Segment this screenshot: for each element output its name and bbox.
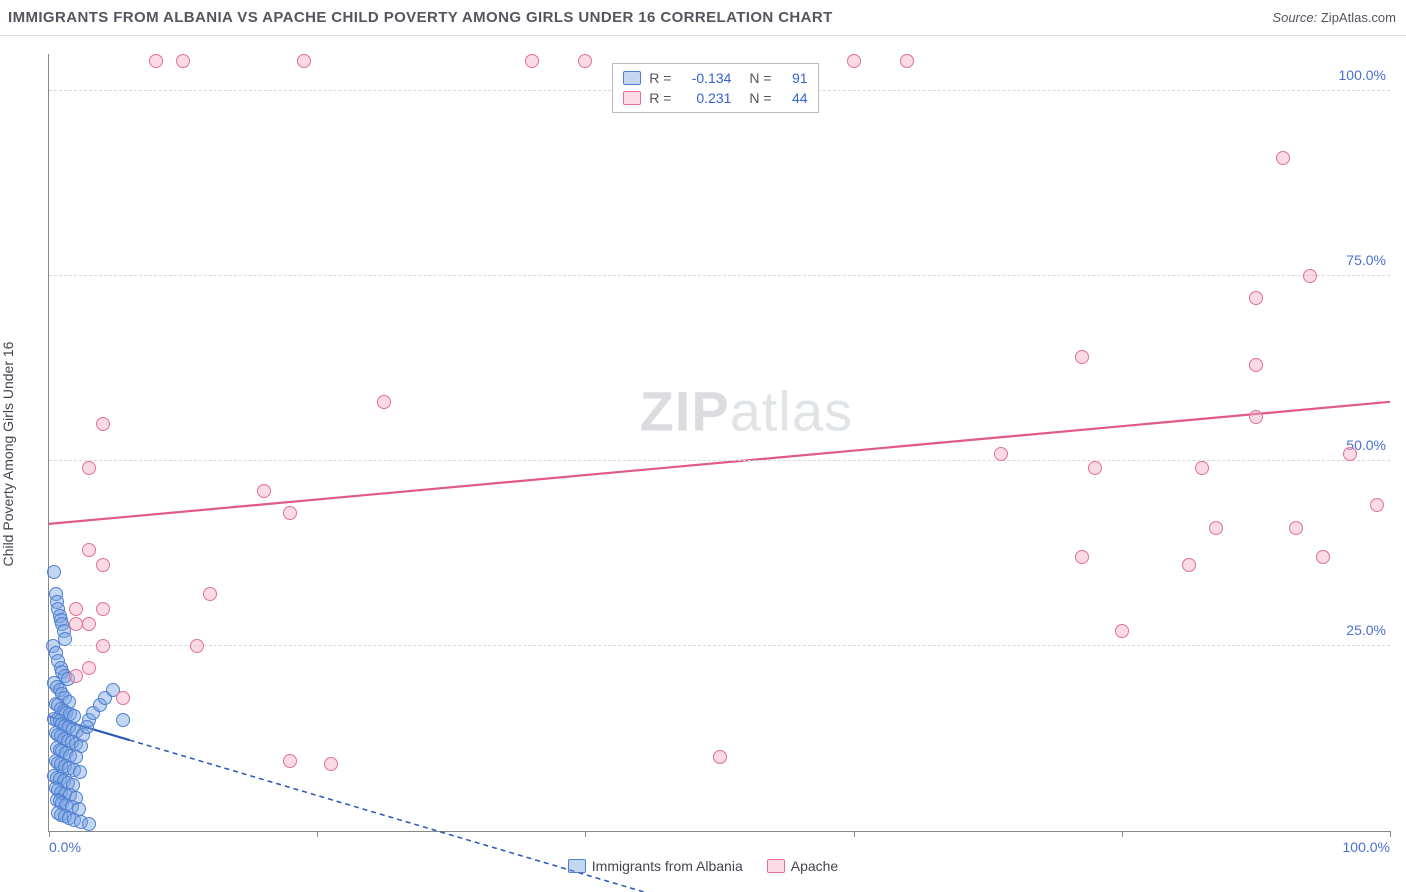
data-point-apache	[283, 506, 297, 520]
data-point-apache	[1289, 521, 1303, 535]
data-point-apache	[96, 602, 110, 616]
data-point-apache	[377, 395, 391, 409]
r-value: 0.231	[679, 90, 731, 106]
correlation-row-apache: R = 0.231 N = 44	[623, 88, 807, 108]
n-label: N =	[749, 70, 771, 86]
data-point-apache	[1088, 461, 1102, 475]
data-point-apache	[69, 617, 83, 631]
data-point-apache	[900, 54, 914, 68]
data-point-albania	[73, 765, 87, 779]
x-tick	[1390, 831, 1391, 837]
data-point-apache	[69, 669, 83, 683]
y-tick-label: 25.0%	[1346, 622, 1386, 638]
data-point-apache	[1316, 550, 1330, 564]
data-point-apache	[176, 54, 190, 68]
gridline	[49, 275, 1390, 276]
legend-bottom: Immigrants from Albania Apache	[0, 858, 1406, 874]
data-point-apache	[96, 639, 110, 653]
x-tick	[317, 831, 318, 837]
data-point-apache	[1195, 461, 1209, 475]
n-value: 91	[780, 70, 808, 86]
data-point-apache	[1115, 624, 1129, 638]
data-point-apache	[994, 447, 1008, 461]
data-point-apache	[1276, 151, 1290, 165]
data-point-apache	[525, 54, 539, 68]
data-point-apache	[1370, 498, 1384, 512]
y-axis-label: Child Poverty Among Girls Under 16	[0, 342, 16, 567]
swatch-apache	[767, 859, 785, 873]
source-attribution: Source: ZipAtlas.com	[1272, 10, 1396, 25]
data-point-apache	[713, 750, 727, 764]
gridline	[49, 460, 1390, 461]
r-label: R =	[649, 70, 671, 86]
legend-item-albania: Immigrants from Albania	[568, 858, 743, 874]
source-label: Source:	[1272, 10, 1317, 25]
data-point-apache	[1182, 558, 1196, 572]
data-point-apache	[283, 754, 297, 768]
x-tick	[585, 831, 586, 837]
data-point-apache	[1249, 410, 1263, 424]
legend-label: Immigrants from Albania	[592, 858, 743, 874]
legend-item-apache: Apache	[767, 858, 838, 874]
y-tick-label: 100.0%	[1339, 67, 1386, 83]
data-point-albania	[82, 817, 96, 831]
swatch-albania	[623, 71, 641, 85]
x-tick	[49, 831, 50, 837]
scatter-plot: 25.0%50.0%75.0%100.0%0.0%100.0%ZIPatlasR…	[48, 54, 1390, 832]
data-point-apache	[324, 757, 338, 771]
n-value: 44	[780, 90, 808, 106]
data-point-apache	[96, 417, 110, 431]
data-point-apache	[149, 54, 163, 68]
trend-lines-layer	[49, 54, 1390, 831]
x-tick-label: 0.0%	[49, 839, 81, 855]
data-point-apache	[1209, 521, 1223, 535]
data-point-apache	[82, 617, 96, 631]
data-point-apache	[82, 461, 96, 475]
data-point-apache	[1249, 358, 1263, 372]
gridline	[49, 645, 1390, 646]
data-point-albania	[116, 713, 130, 727]
data-point-apache	[190, 639, 204, 653]
chart-title: IMMIGRANTS FROM ALBANIA VS APACHE CHILD …	[8, 9, 833, 26]
x-tick-label: 100.0%	[1343, 839, 1390, 855]
data-point-apache	[82, 661, 96, 675]
data-point-albania	[58, 632, 72, 646]
swatch-albania	[568, 859, 586, 873]
chart-header: IMMIGRANTS FROM ALBANIA VS APACHE CHILD …	[0, 0, 1406, 36]
data-point-apache	[96, 558, 110, 572]
data-point-apache	[203, 587, 217, 601]
data-point-apache	[1075, 550, 1089, 564]
y-tick-label: 75.0%	[1346, 252, 1386, 268]
data-point-apache	[257, 484, 271, 498]
data-point-apache	[1343, 447, 1357, 461]
data-point-apache	[1075, 350, 1089, 364]
x-tick	[1122, 831, 1123, 837]
r-label: R =	[649, 90, 671, 106]
data-point-apache	[116, 691, 130, 705]
data-point-apache	[847, 54, 861, 68]
legend-label: Apache	[791, 858, 838, 874]
n-label: N =	[749, 90, 771, 106]
data-point-apache	[1249, 291, 1263, 305]
correlation-row-albania: R = -0.134 N = 91	[623, 68, 807, 88]
data-point-apache	[1303, 269, 1317, 283]
data-point-albania	[47, 565, 61, 579]
swatch-apache	[623, 91, 641, 105]
data-point-apache	[578, 54, 592, 68]
source-value: ZipAtlas.com	[1321, 10, 1396, 25]
data-point-apache	[82, 543, 96, 557]
data-point-apache	[297, 54, 311, 68]
data-point-apache	[69, 602, 83, 616]
correlation-legend: R = -0.134 N = 91 R = 0.231 N = 44	[612, 63, 818, 113]
data-point-albania	[80, 720, 94, 734]
trend-line-apache	[49, 402, 1390, 524]
r-value: -0.134	[679, 70, 731, 86]
x-tick	[854, 831, 855, 837]
